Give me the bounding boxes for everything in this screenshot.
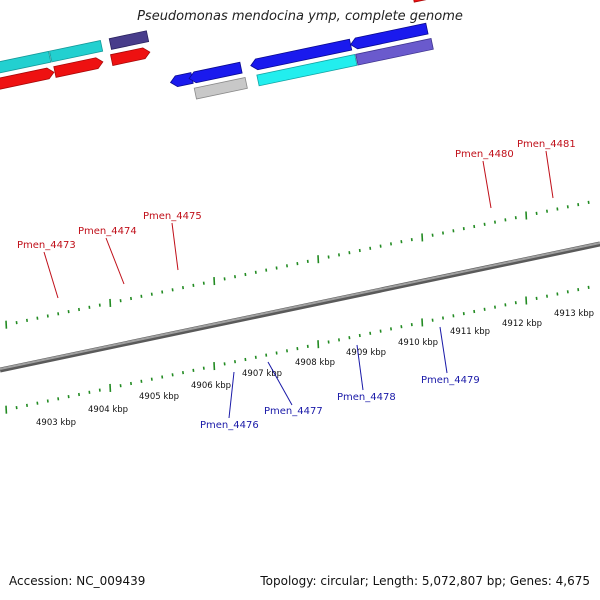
scale-label: 4913 kbp — [554, 309, 594, 319]
gene-label[interactable]: Pmen_4473 — [17, 240, 76, 251]
gene-label[interactable]: Pmen_4481 — [517, 139, 576, 150]
reverse-label-leaders — [228, 326, 448, 419]
scale-label: 4908 kbp — [295, 358, 335, 368]
map-title: Pseudomonas mendocina ymp, complete geno… — [137, 9, 463, 24]
reverse-strand-tick-track — [5, 285, 590, 414]
gene-feature-pmen-4477[interactable] — [193, 77, 248, 100]
scale-label: 4905 kbp — [139, 392, 179, 402]
scale-label: 4903 kbp — [36, 418, 76, 428]
gene-feature-red-arrow[interactable] — [53, 57, 104, 78]
forward-strand-tick-track — [5, 200, 590, 329]
gene-label[interactable]: Pmen_4480 — [455, 149, 514, 160]
forward-label-leaders — [43, 150, 554, 299]
scale-label: 4910 kbp — [398, 338, 438, 348]
gene-feature-pmen-4478[interactable] — [256, 54, 358, 87]
forward-outer-row — [0, 0, 463, 95]
scale-label: 4907 kbp — [242, 369, 282, 379]
scale-label: 4904 kbp — [88, 405, 128, 415]
scale-label: 4912 kbp — [502, 319, 542, 329]
genome-backbone — [0, 241, 600, 373]
gene-feature-blue-arrow[interactable] — [188, 61, 243, 84]
gene-label[interactable]: Pmen_4479 — [421, 375, 480, 386]
gene-feature-red-arrow[interactable] — [110, 47, 151, 66]
scale-label: 4909 kbp — [346, 348, 386, 358]
gene-feature-red-arrow[interactable] — [0, 67, 55, 95]
gene-label[interactable]: Pmen_4474 — [78, 226, 137, 237]
gene-feature-pmen-4474[interactable] — [49, 40, 104, 63]
gene-feature-pmen-4479-upper[interactable] — [349, 22, 429, 50]
accession-text: Accession: NC_009439 — [9, 574, 146, 588]
gene-label[interactable]: Pmen_4478 — [337, 392, 396, 403]
scale-labels: 4903 kbp 4904 kbp 4905 kbp 4906 kbp 4907… — [36, 309, 594, 428]
topology-text: Topology: circular; Length: 5,072,807 bp… — [260, 574, 590, 588]
gene-feature-pmen-4475[interactable] — [108, 30, 150, 50]
gene-feature-pmen-4473[interactable] — [0, 50, 52, 80]
gene-feature-pmen-4480[interactable] — [411, 0, 463, 3]
scale-label: 4906 kbp — [191, 381, 231, 391]
scale-label: 4911 kbp — [450, 327, 490, 337]
gene-feature-pmen-4478-upper[interactable] — [250, 38, 353, 71]
reverse-strand-rows — [169, 22, 434, 100]
gene-label[interactable]: Pmen_4477 — [264, 406, 323, 417]
gene-labels: Pmen_4473 Pmen_4474 Pmen_4475 Pmen_4480 … — [17, 139, 576, 431]
gene-label[interactable]: Pmen_4476 — [200, 420, 259, 431]
gene-feature-pmen-4476[interactable] — [169, 72, 194, 88]
gene-feature-pmen-4479[interactable] — [355, 38, 434, 66]
gene-label[interactable]: Pmen_4475 — [143, 211, 202, 222]
